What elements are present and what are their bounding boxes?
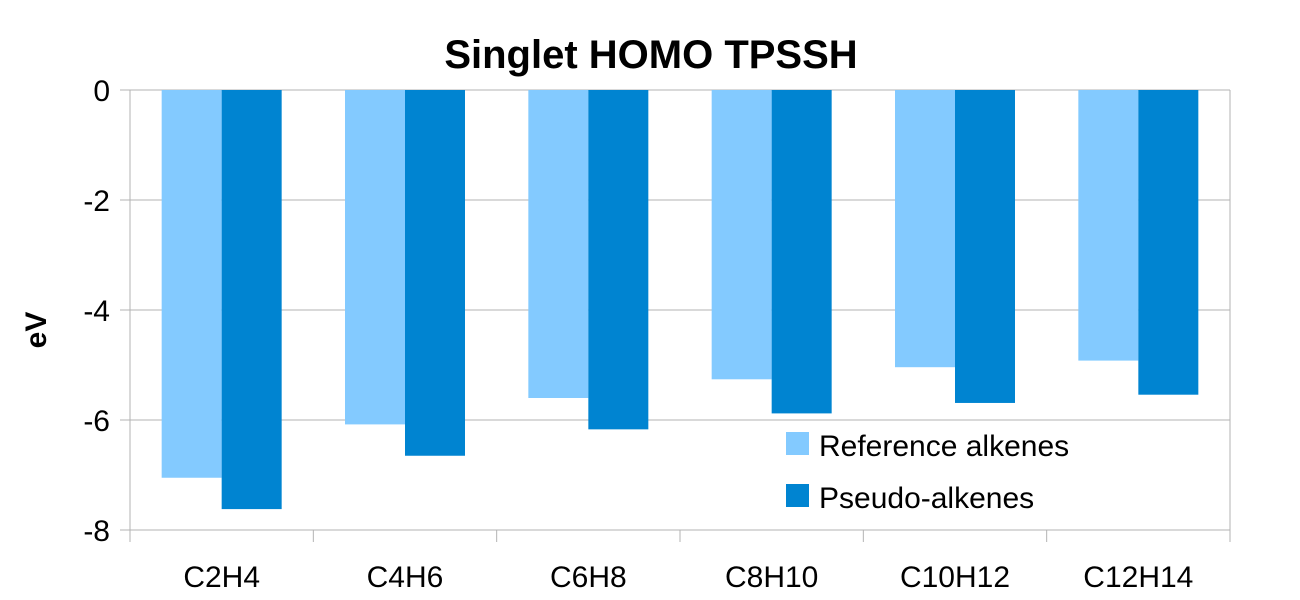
x-tick-label: C4H6 [367,561,444,594]
y-tick-label: -2 [83,185,110,218]
bar-reference-alkenes-c2h4 [161,90,222,478]
y-tick-label: 0 [93,75,110,108]
x-tick-label: C6H8 [550,561,627,594]
tick-labels: 0 -2 -4 -6 -8 C2H4 C4H6 C6H8 C8H10 C10H12 C12H14 [83,75,1193,594]
y-axis-label: eV [20,312,53,349]
bar-pseudo-alkenes-c10h12 [955,90,1015,403]
legend-swatch [786,484,809,507]
x-tick-label: C12H14 [1083,561,1193,594]
bar-pseudo-alkenes-c4h6 [405,90,465,456]
bar-reference-alkenes-c4h6 [345,90,405,425]
bar-pseudo-alkenes-c12h14 [1138,90,1199,395]
x-tick-label: C10H12 [900,561,1010,594]
gridlines [130,89,1230,531]
y-tick-label: -8 [83,515,110,548]
legend: Reference alkenes Pseudo-alkenes [786,430,1069,515]
bar-reference-alkenes-c12h14 [1078,90,1139,361]
x-tick-label: C2H4 [183,561,260,594]
axes [120,89,1231,542]
bar-pseudo-alkenes-c2h4 [221,90,282,510]
legend-label: Reference alkenes [819,430,1069,463]
bars [161,90,1199,510]
x-tick-label: C8H10 [725,561,818,594]
y-tick-label: -6 [83,405,110,438]
legend-label: Pseudo-alkenes [819,482,1034,515]
legend-swatch [786,432,809,455]
bar-reference-alkenes-c8h10 [711,90,772,380]
chart-title: Singlet HOMO TPSSH [444,33,857,77]
y-tick-label: -4 [83,295,110,328]
bar-pseudo-alkenes-c8h10 [771,90,832,414]
bar-reference-alkenes-c10h12 [895,90,955,368]
bar-reference-alkenes-c6h8 [528,90,589,398]
bar-pseudo-alkenes-c6h8 [588,90,649,430]
